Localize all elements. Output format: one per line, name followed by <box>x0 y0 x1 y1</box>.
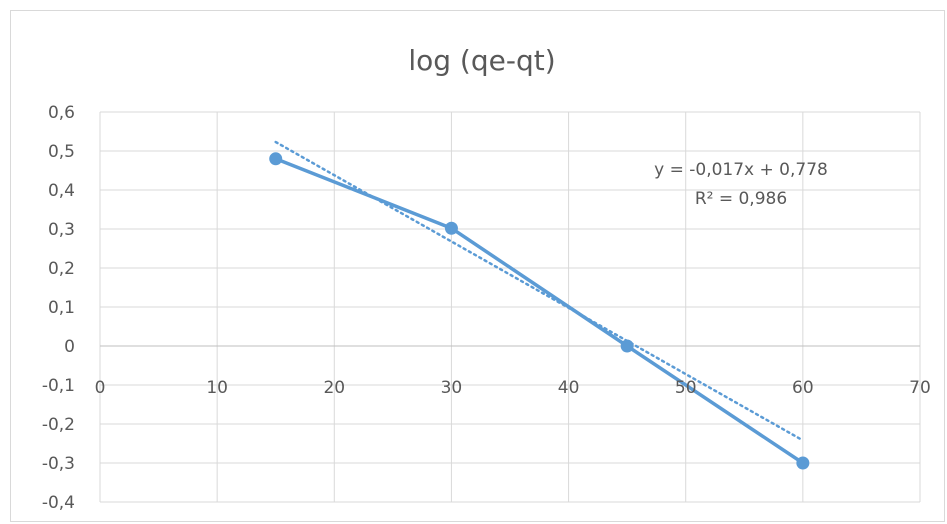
y-tick-label: 0 <box>64 337 75 357</box>
chart-title: log (qe-qt) <box>408 44 555 77</box>
y-tick-label: 0,6 <box>48 103 75 123</box>
y-tick-label: 0,4 <box>48 181 75 201</box>
series-group <box>269 152 810 470</box>
y-tick-label: 0,5 <box>48 142 75 162</box>
y-tick-label: -0,4 <box>42 493 75 513</box>
tick-labels: 0,6 0,5 0,4 0,3 0,2 0,1 0 -0,1 -0,2 -0,3 -0,4 0 10 20… <box>42 103 931 513</box>
y-tick-label: -0,2 <box>42 415 75 435</box>
x-tick-label: 30 <box>441 378 463 398</box>
trendline-group <box>274 140 805 442</box>
x-tick-label: 70 <box>909 378 931 398</box>
trendline <box>274 140 805 442</box>
trendline-r2: R² = 0,986 <box>695 189 787 209</box>
x-tick-label: 20 <box>323 378 345 398</box>
y-tick-label: -0,1 <box>42 376 75 396</box>
axes <box>99 112 920 502</box>
series-line <box>275 157 804 465</box>
data-point <box>444 221 458 235</box>
x-tick-label: 50 <box>675 378 697 398</box>
y-tick-label: 0,2 <box>48 259 75 279</box>
y-tick-label: 0,1 <box>48 298 75 318</box>
data-point <box>269 152 283 166</box>
x-tick-label: 60 <box>792 378 814 398</box>
data-point <box>796 456 810 470</box>
data-point <box>620 339 634 353</box>
x-tick-label: 10 <box>206 378 228 398</box>
grid <box>100 111 921 503</box>
x-tick-label: 40 <box>558 378 580 398</box>
y-tick-label: -0,3 <box>42 454 75 474</box>
trendline-equation: y = -0,017x + 0,778 <box>654 160 828 180</box>
x-tick-label: 0 <box>95 378 106 398</box>
chart-frame <box>10 10 945 522</box>
y-tick-label: 0,3 <box>48 220 75 240</box>
